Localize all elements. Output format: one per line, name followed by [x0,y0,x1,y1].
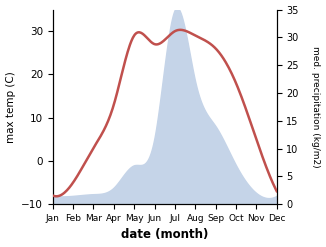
Y-axis label: med. precipitation (kg/m2): med. precipitation (kg/m2) [311,46,320,168]
Y-axis label: max temp (C): max temp (C) [6,71,16,143]
X-axis label: date (month): date (month) [121,228,208,242]
